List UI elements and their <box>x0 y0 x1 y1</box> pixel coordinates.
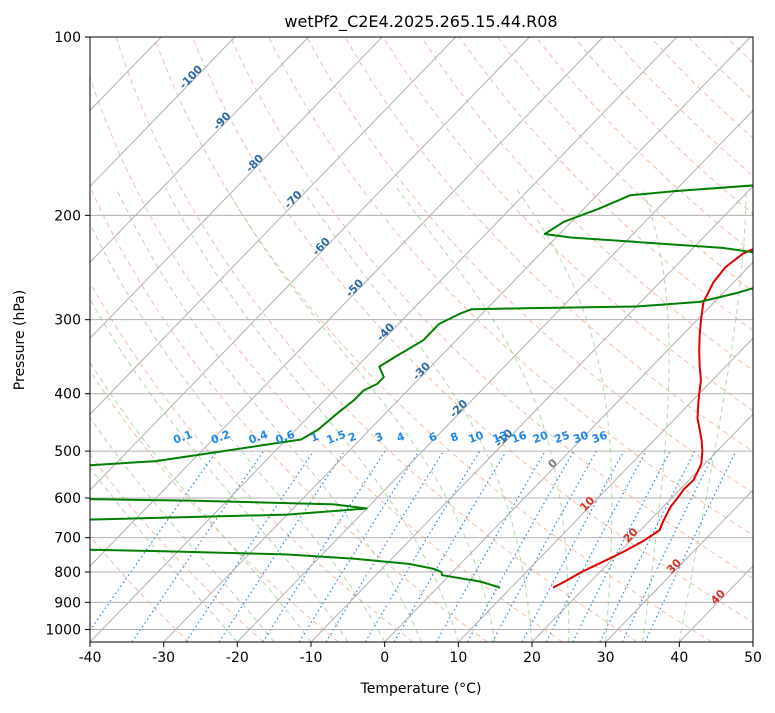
dry-adiabat-line <box>2 37 413 642</box>
dry-adiabat-line <box>307 37 775 642</box>
moist-adiabat-line <box>38 188 348 642</box>
y-tick-label: 900 <box>54 595 81 611</box>
x-tick-label: 0 <box>380 650 389 666</box>
mixing-ratio-line <box>622 451 715 642</box>
mixing-ratio-label: 20 <box>531 428 550 446</box>
moist-adiabat-line <box>166 188 459 642</box>
mixing-ratio-line <box>132 451 264 642</box>
mixing-ratio-label: 30 <box>571 428 590 446</box>
mixing-ratio-label: 0.2 <box>209 428 232 447</box>
x-tick-label: 40 <box>670 650 688 666</box>
mixing-ratio-label: 10 <box>467 428 486 446</box>
moist-adiabat-line <box>397 188 569 642</box>
mixing-ratio-label: 0.6 <box>274 428 297 447</box>
mixing-ratio-label: 1 <box>309 430 321 445</box>
moist-adiabat-line <box>643 188 670 642</box>
mixing-ratio-label: 36 <box>590 428 609 446</box>
isotherm-label: -80 <box>243 151 266 175</box>
isotherm-line <box>16 37 603 642</box>
warm-isotherm-label: 0 <box>545 456 560 471</box>
isotherm-label: -40 <box>374 320 397 344</box>
mixing-ratio-label: 1.5 <box>325 428 348 447</box>
mixing-ratio-label: 16 <box>510 428 529 446</box>
moist-adiabat-line <box>6 188 311 642</box>
isotherm-label: -70 <box>282 188 305 212</box>
mixing-ratio-label: 2 <box>346 430 358 445</box>
x-tick-label: -30 <box>152 650 175 666</box>
dry-adiabat-line <box>536 37 775 642</box>
mixing-ratio-line <box>219 451 344 642</box>
mixing-ratio-label: 25 <box>553 429 572 446</box>
y-tick-label: 600 <box>54 491 81 507</box>
dry-adiabat-line <box>688 37 775 642</box>
isotherm-label: -50 <box>343 276 366 300</box>
isotherm-line <box>385 37 775 642</box>
isotherm-line <box>458 37 775 642</box>
x-tick-label: 30 <box>597 650 615 666</box>
y-axis-label: Pressure (hPa) <box>12 290 28 390</box>
isotherm-line <box>0 37 530 642</box>
mixing-ratio-line <box>573 451 670 642</box>
mixing-ratio-label: 0.1 <box>172 428 195 447</box>
x-tick-label: -20 <box>226 650 249 666</box>
moist-adiabat-line <box>0 188 237 642</box>
dry-adiabat-line <box>765 37 775 642</box>
mixing-ratio-label: 8 <box>449 430 461 445</box>
dewpoint-line <box>0 37 775 588</box>
isotherm-line <box>532 37 775 642</box>
dry-adiabat-line <box>421 37 775 642</box>
x-tick-label: -10 <box>300 650 323 666</box>
y-tick-label: 500 <box>54 444 81 460</box>
x-tick-label: -40 <box>79 650 102 666</box>
x-tick-label: 10 <box>449 650 467 666</box>
isotherm-label: -100 <box>177 62 206 91</box>
mixing-ratio-line <box>326 451 443 642</box>
dry-adiabat-line <box>727 37 775 642</box>
isotherm-line <box>753 37 775 642</box>
y-tick-label: 300 <box>54 313 81 329</box>
mixing-ratio-label: 4 <box>395 430 407 445</box>
x-tick-label: 20 <box>523 650 541 666</box>
x-tick-label: 50 <box>744 650 762 666</box>
x-axis-label: Temperature (°C) <box>360 681 482 697</box>
mixing-ratio-line <box>600 451 695 642</box>
mixing-ratio-line <box>299 451 419 642</box>
mixing-ratio-label: 6 <box>427 430 439 445</box>
series-layer <box>0 37 775 588</box>
mixing-ratio-line <box>82 451 217 642</box>
y-tick-label: 1000 <box>45 622 81 638</box>
isotherm-line <box>164 37 751 642</box>
mixing-ratio-line <box>365 451 479 642</box>
warm-isotherm-label: 30 <box>664 556 684 576</box>
y-tick-label: 100 <box>54 30 81 46</box>
isotherm-label: -60 <box>310 235 333 259</box>
dry-adiabat-line <box>459 37 775 642</box>
dry-adiabat-line <box>650 37 775 642</box>
moist-adiabat-line <box>116 188 421 642</box>
mixing-ratio-line <box>546 451 646 642</box>
moist-adiabat-line <box>0 188 274 642</box>
y-tick-label: 400 <box>54 387 81 403</box>
mixing-ratio-line <box>645 451 736 642</box>
warm-isotherm-label: 20 <box>621 525 641 545</box>
mixing-ratio-line <box>492 451 596 642</box>
y-tick-label: 200 <box>54 208 81 224</box>
chart-title: wetPf2_C2E4.2025.265.15.44.R08 <box>284 12 557 32</box>
y-tick-label: 700 <box>54 531 81 547</box>
isotherm-label: -90 <box>210 109 233 133</box>
y-tick-label: 800 <box>54 565 81 581</box>
moist-adiabat-line <box>679 188 746 642</box>
warm-isotherm-label: 10 <box>577 494 597 514</box>
isotherm-line <box>606 37 775 642</box>
warm-isotherm-label: 40 <box>708 587 728 607</box>
mixing-ratio-label: 3 <box>373 430 385 445</box>
